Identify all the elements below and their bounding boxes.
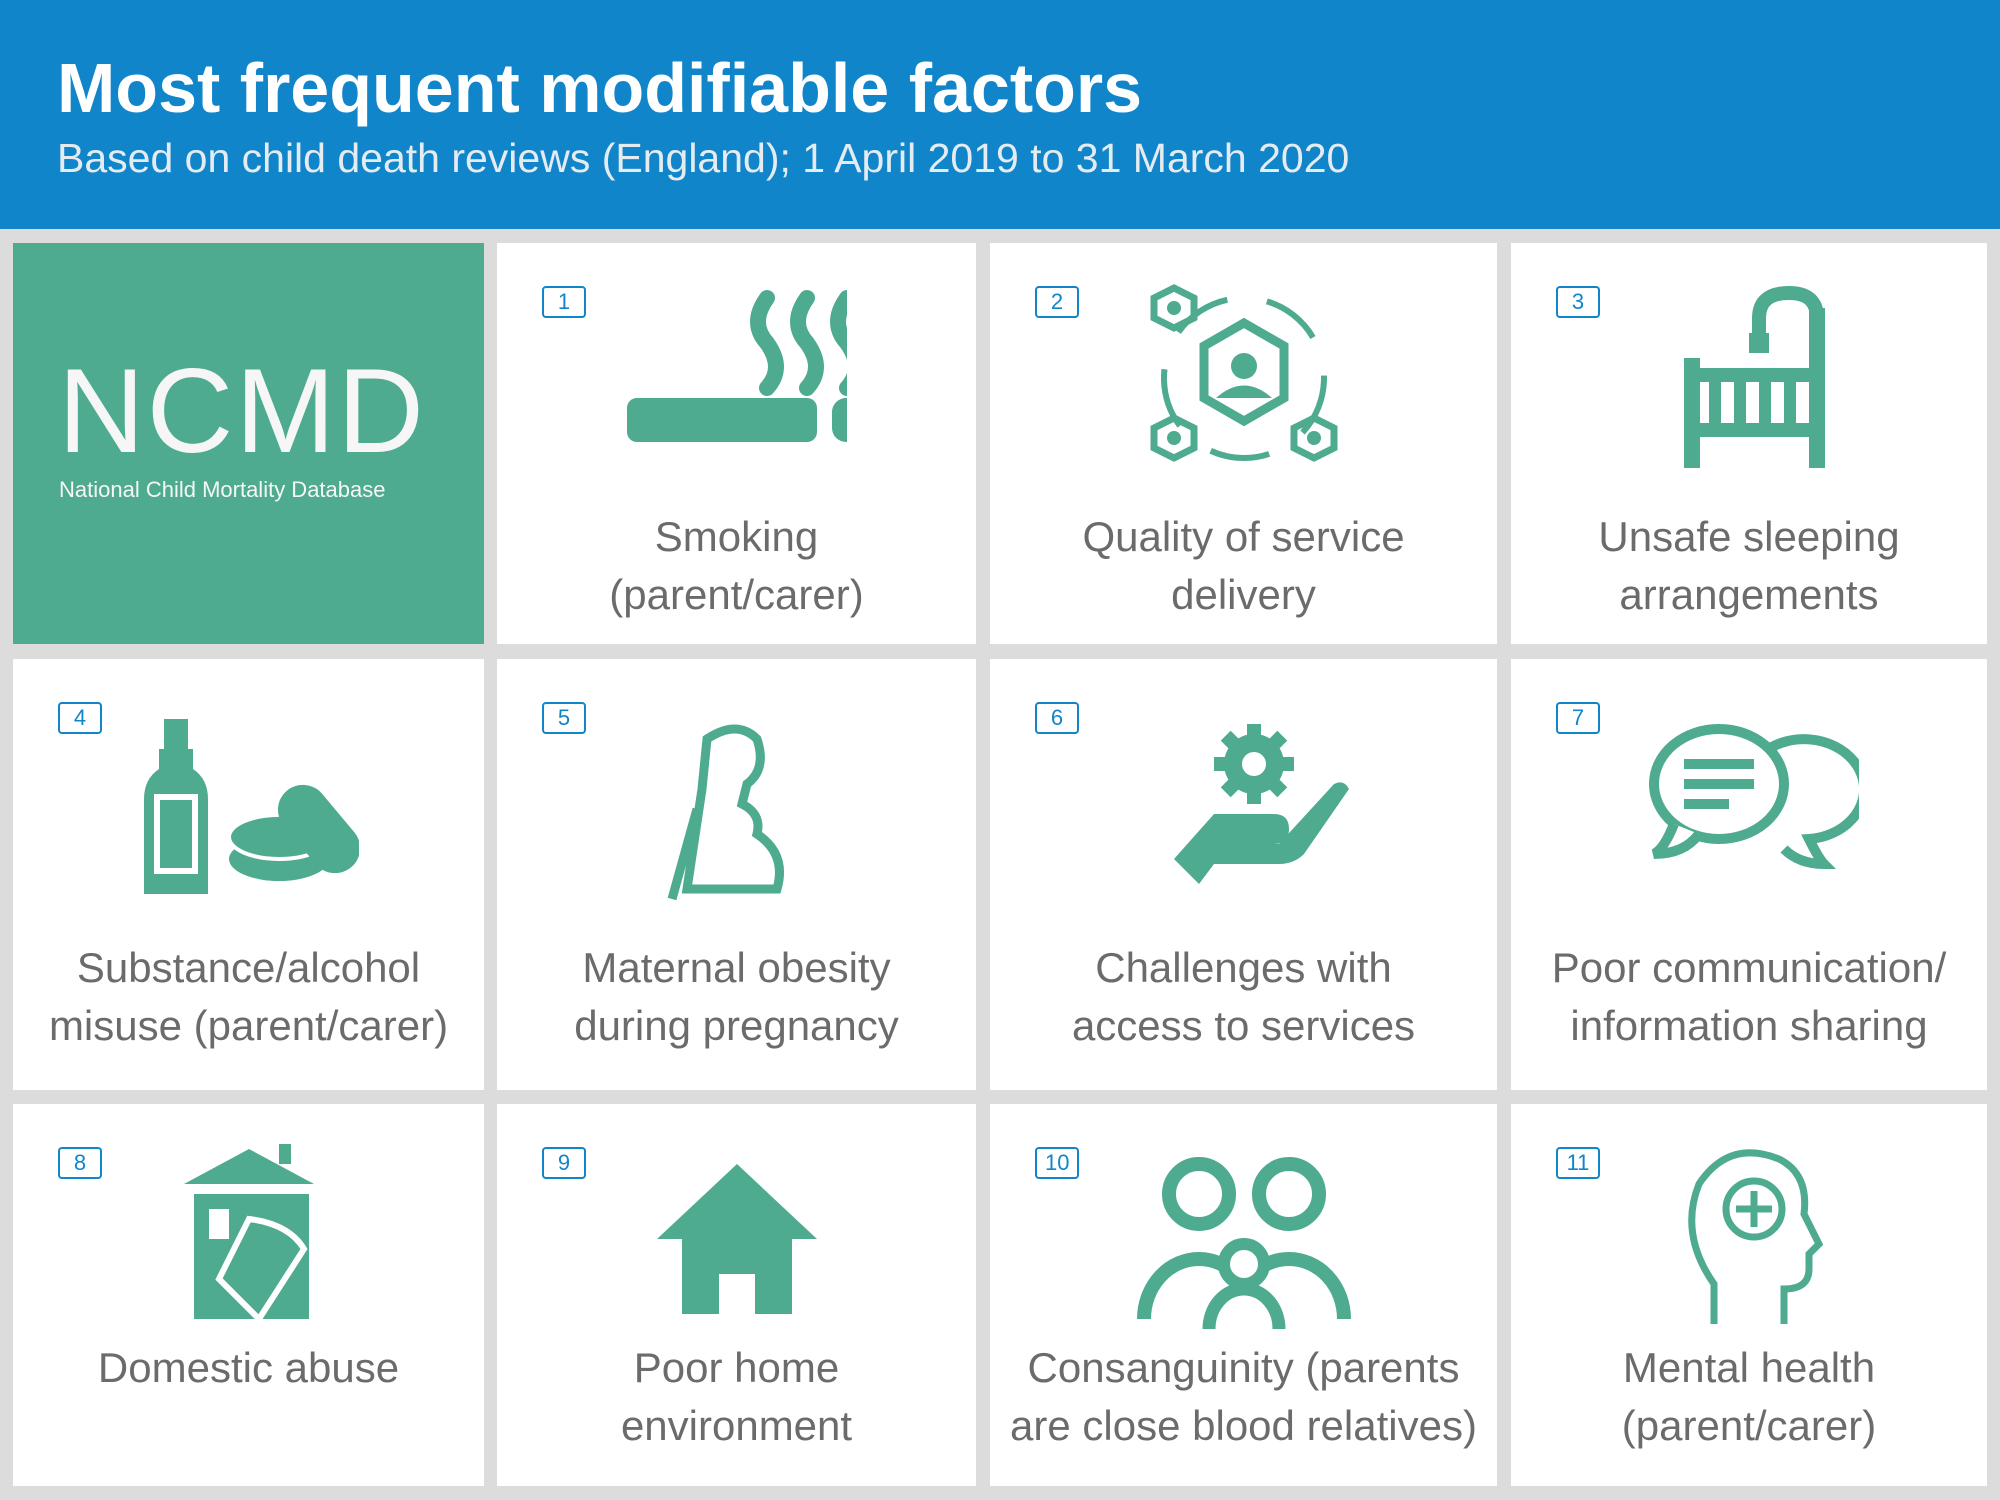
cot-icon xyxy=(1511,278,1987,478)
factor-label: Unsafe sleeping arrangements xyxy=(1511,508,1987,624)
factor-label-line2: delivery xyxy=(1171,571,1316,618)
factor-label-line2: (parent/carer) xyxy=(609,571,864,618)
factor-label-line1: Unsafe sleeping xyxy=(1598,513,1900,560)
rank-badge: 1 xyxy=(542,286,586,318)
factor-label-line1: Substance/alcohol xyxy=(76,944,421,991)
factor-label: Substance/alcohol misuse (parent/carer) xyxy=(13,939,484,1055)
factor-label-line1: Mental health xyxy=(1622,1344,1876,1391)
factor-card: 1 Smoking (parent/carer) xyxy=(497,243,976,644)
rank-badge: 4 xyxy=(58,702,102,734)
factor-label: Smoking (parent/carer) xyxy=(497,508,976,624)
rank-badge: 6 xyxy=(1035,702,1079,734)
rank-badge: 2 xyxy=(1035,286,1079,318)
factor-label-line1: Smoking xyxy=(654,513,819,560)
service-network-icon xyxy=(990,278,1497,478)
factor-label-line1: Consanguinity (parents xyxy=(1027,1344,1460,1391)
factor-label: Quality of service delivery xyxy=(990,508,1497,624)
factor-label-line2: (parent/carer) xyxy=(1621,1402,1877,1449)
rank-badge: 5 xyxy=(542,702,586,734)
factor-label: Challenges with access to services xyxy=(990,939,1497,1055)
header: Most frequent modifiable factors Based o… xyxy=(0,0,2000,229)
bottle-pills-icon xyxy=(13,709,484,909)
factor-label: Consanguinity (parents are close blood r… xyxy=(990,1339,1497,1455)
factor-card: 10 Consanguinity (parents are close bloo… xyxy=(990,1104,1497,1486)
factor-card: 8 Domestic abuse xyxy=(13,1104,484,1486)
factor-label: Poor communication/ information sharing xyxy=(1511,939,1987,1055)
speech-bubbles-icon xyxy=(1511,709,1987,909)
factor-label-line1: Challenges with xyxy=(1095,944,1392,991)
factor-label-line1: Maternal obesity xyxy=(582,944,891,991)
factor-card: 2 Quality of service delivery xyxy=(990,243,1497,644)
head-plus-icon xyxy=(1511,1139,1987,1339)
factor-label-line2: during pregnancy xyxy=(574,1002,899,1049)
factor-card: 11 Mental health (parent/carer) xyxy=(1511,1104,1987,1486)
factor-label-line2: arrangements xyxy=(1619,571,1879,618)
hand-gear-icon xyxy=(990,709,1497,909)
factor-label-line1: Poor home xyxy=(633,1344,840,1391)
factor-label: Maternal obesity during pregnancy xyxy=(497,939,976,1055)
house-fist-icon xyxy=(13,1139,484,1339)
factor-label-line2: are close blood relatives) xyxy=(1010,1402,1477,1449)
house-icon xyxy=(497,1139,976,1339)
factor-label: Domestic abuse xyxy=(13,1339,484,1397)
factor-label-line2: access to services xyxy=(1071,1002,1416,1049)
factor-card: 6 Challenges with access to services xyxy=(990,659,1497,1090)
page-title: Most frequent modifiable factors xyxy=(57,49,1143,127)
rank-badge: 3 xyxy=(1556,286,1600,318)
ncmd-logo: NCMD National Child Mortality Database xyxy=(13,243,484,644)
factor-card: 3 Unsafe sleeping arrangements xyxy=(1511,243,1987,644)
factor-card: 9 Poor home environment xyxy=(497,1104,976,1486)
factor-label-line2: misuse (parent/carer) xyxy=(48,1002,449,1049)
factor-label-line1: Quality of service xyxy=(1082,513,1405,560)
factor-label: Mental health (parent/carer) xyxy=(1511,1339,1987,1455)
page-subtitle: Based on child death reviews (England); … xyxy=(57,135,1350,181)
rank-badge: 9 xyxy=(542,1147,586,1179)
factor-card: 7 Poor communication/ information sharin… xyxy=(1511,659,1987,1090)
factor-label: Poor home environment xyxy=(497,1339,976,1455)
family-icon xyxy=(990,1139,1497,1339)
cigarette-icon xyxy=(497,278,976,478)
rank-badge: 11 xyxy=(1556,1147,1600,1179)
rank-badge: 7 xyxy=(1556,702,1600,734)
rank-badge: 10 xyxy=(1035,1147,1080,1179)
factor-card: 5 Maternal obesity during pregnancy xyxy=(497,659,976,1090)
logo-text: NCMD xyxy=(58,344,426,478)
logo-subtitle: National Child Mortality Database xyxy=(59,477,386,502)
factor-label-line2: environment xyxy=(620,1402,853,1449)
pregnant-woman-icon xyxy=(497,709,976,909)
factor-label-line1: Domestic abuse xyxy=(97,1344,400,1391)
factor-label-line1: Poor communication/ xyxy=(1551,944,1947,991)
factor-label-line2: information sharing xyxy=(1570,1002,1928,1049)
factor-card: 4 Substance/alcohol misuse (parent/carer… xyxy=(13,659,484,1090)
rank-badge: 8 xyxy=(58,1147,102,1179)
